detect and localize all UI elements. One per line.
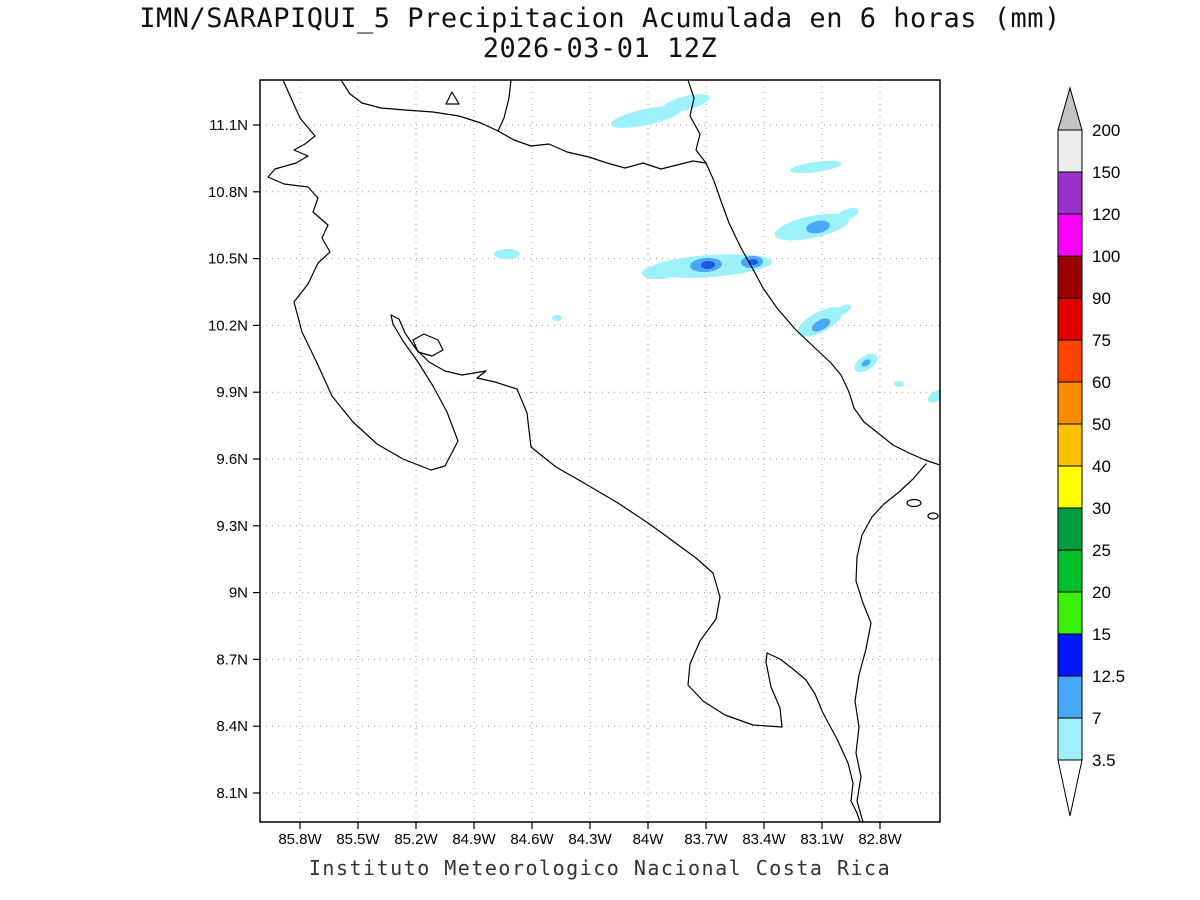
- colorbar-label: 75: [1092, 331, 1111, 350]
- colorbar-label: 30: [1092, 499, 1111, 518]
- colorbar-segment: [1057, 129, 1083, 173]
- colorbar-segment: [1057, 381, 1083, 425]
- colorbar-label: 3.5: [1092, 751, 1116, 770]
- colorbar-label: 60: [1092, 373, 1111, 392]
- bocas-island: [906, 498, 922, 508]
- colorbar-segment: [1057, 255, 1083, 299]
- lon-tick-label: 84.3W: [568, 831, 612, 848]
- lat-tick-label: 8.4N: [216, 718, 248, 735]
- lon-tick-label: 83.7W: [684, 831, 728, 848]
- pacific-coastline: [267, 80, 861, 822]
- lon-tick-label: 83.4W: [742, 831, 786, 848]
- footer-caption: Instituto Meteorologico Nacional Costa R…: [308, 856, 892, 880]
- colorbar-label: 120: [1092, 205, 1120, 224]
- precip-cell: [748, 259, 758, 265]
- colorbar-segment: [1057, 549, 1083, 593]
- colorbar-label: 50: [1092, 415, 1111, 434]
- colorbar-segment: [1057, 171, 1083, 215]
- colorbar-label: 15: [1092, 625, 1111, 644]
- lon-tick-label: 84.9W: [452, 831, 496, 848]
- precip-cell: [790, 160, 842, 174]
- lake-nicaragua-shore: [340, 80, 512, 132]
- colorbar-segment: [1057, 213, 1083, 257]
- precip-cell: [610, 106, 682, 128]
- panama-border: [854, 463, 927, 822]
- figure-title: IMN/SARAPIQUI_5 Precipitacion Acumulada …: [0, 4, 1200, 64]
- lat-tick-label: 10.2N: [208, 317, 248, 334]
- precip-cell: [837, 207, 859, 221]
- lat-tick-label: 8.7N: [216, 651, 248, 668]
- title-line-1: IMN/SARAPIQUI_5 Precipitacion Acumulada …: [139, 3, 1061, 34]
- colorbar-segment: [1057, 591, 1083, 635]
- colorbar-label: 12.5: [1092, 667, 1125, 686]
- colorbar-label: 200: [1092, 121, 1120, 140]
- lon-tick-label: 85.5W: [336, 831, 380, 848]
- title-line-2: 2026-03-01 12Z: [482, 33, 718, 64]
- lat-tick-label: 8.1N: [216, 785, 248, 802]
- lon-tick-label: 85.2W: [394, 831, 438, 848]
- precipitation-layer: [494, 94, 940, 403]
- precip-cell: [642, 264, 678, 280]
- colorbar-segment: [1057, 297, 1083, 341]
- lon-tick-label: 84.6W: [510, 831, 554, 848]
- lat-tick-label: 9.3N: [216, 518, 248, 535]
- colorbar-segment: [1057, 675, 1083, 719]
- lat-tick-label: 9.6N: [216, 451, 248, 468]
- lat-tick-label: 10.8N: [208, 184, 248, 201]
- colorbar-below-triangle: [1057, 759, 1083, 817]
- precip-cell: [811, 318, 831, 332]
- colorbar-label: 40: [1092, 457, 1111, 476]
- lat-tick-label: 11.1N: [209, 117, 248, 134]
- grid-layer: [260, 80, 940, 822]
- colorbar: 200 150 120 100 90 75 60 50 40 30 25 20 15 12.5 7 3.5: [1057, 86, 1125, 817]
- lon-tick-label: 85.8W: [278, 831, 322, 848]
- axis-layer: 85.8W 85.5W 85.2W 84.9W 84.6W 84.3W 84W 83.7W 83…: [208, 117, 903, 848]
- colorbar-label: 25: [1092, 541, 1111, 560]
- precip-cell: [552, 315, 562, 321]
- map-frame: [259, 79, 941, 823]
- precip-cell: [662, 94, 710, 112]
- lon-tick-label: 83.1W: [800, 831, 844, 848]
- colorbar-segment: [1057, 717, 1083, 761]
- lon-tick-label: 82.8W: [858, 831, 902, 848]
- chira-island: [412, 333, 444, 357]
- colorbar-segment: [1057, 465, 1083, 509]
- lat-tick-label: 9N: [229, 585, 248, 602]
- precip-cell: [861, 359, 871, 367]
- colorbar-label: 90: [1092, 289, 1111, 308]
- colorbar-label: 100: [1092, 247, 1120, 266]
- colorbar-segment: [1057, 339, 1083, 383]
- colorbar-label: 7: [1092, 709, 1101, 728]
- precip-cell: [894, 381, 904, 387]
- lon-tick-label: 84W: [633, 831, 665, 848]
- lake-island: [445, 91, 460, 105]
- coastline-layer: [267, 80, 940, 822]
- precip-cell: [701, 260, 715, 270]
- bocas-island: [927, 512, 939, 520]
- colorbar-segment: [1057, 633, 1083, 677]
- lat-tick-label: 10.5N: [208, 251, 248, 268]
- lat-tick-label: 9.9N: [216, 384, 248, 401]
- colorbar-segment: [1057, 507, 1083, 551]
- colorbar-above-triangle: [1057, 86, 1083, 131]
- precip-cell: [927, 389, 940, 403]
- colorbar-label: 20: [1092, 583, 1111, 602]
- colorbar-segment: [1057, 423, 1083, 467]
- precip-cell: [834, 304, 852, 316]
- san-juan-river-border: [497, 130, 707, 170]
- precip-cell: [806, 220, 830, 234]
- precip-cell: [494, 249, 520, 259]
- caribbean-coastline: [687, 80, 940, 466]
- colorbar-label: 150: [1092, 163, 1120, 182]
